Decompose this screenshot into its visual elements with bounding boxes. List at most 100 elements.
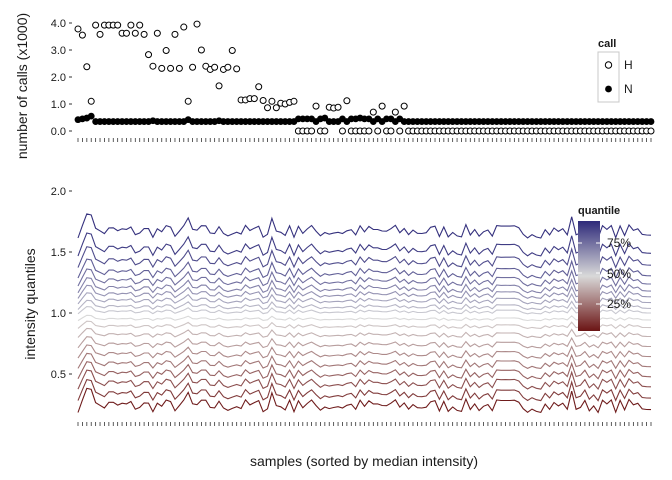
point-h	[378, 102, 386, 110]
point-h	[250, 95, 258, 103]
point-h	[131, 29, 139, 37]
quantile-legend: quantile 75% 50% 25%	[578, 205, 631, 331]
point-h	[96, 30, 104, 38]
point-h	[228, 47, 236, 55]
quantile-line	[77, 268, 652, 287]
call-legend-box	[597, 51, 620, 103]
point-h	[184, 97, 192, 105]
quantile-line	[77, 320, 652, 330]
quantiles-y-axis: 0.5 1.0 1.5 2.0	[51, 186, 72, 381]
legend-n-label: N	[624, 82, 633, 96]
point-h	[167, 64, 175, 72]
point-h	[171, 30, 179, 38]
point-h	[175, 64, 183, 72]
point-h	[272, 104, 280, 112]
call-legend: call H N	[597, 38, 633, 103]
quantile-line	[77, 378, 652, 402]
legend-h-label: H	[624, 58, 633, 72]
point-h	[369, 108, 377, 116]
quantile-line	[77, 352, 652, 370]
point-h	[162, 47, 170, 55]
point-n	[87, 112, 95, 120]
point-h	[215, 82, 223, 90]
point-h	[136, 21, 144, 29]
point-h	[158, 64, 166, 72]
point-h	[189, 63, 197, 71]
point-h	[180, 23, 188, 31]
point-n	[647, 118, 655, 125]
quantile-line	[77, 336, 652, 349]
legend-n-marker-icon	[605, 85, 612, 93]
point-h	[92, 21, 100, 29]
quantile-line	[77, 327, 652, 339]
point-h	[647, 127, 655, 135]
point-h	[255, 83, 263, 91]
point-h	[321, 127, 329, 135]
quantiles-y-axis-title: intensity quantiles	[22, 248, 38, 359]
quantiles-y-tick-label: 0.5	[51, 369, 66, 381]
point-h	[224, 63, 232, 71]
point-h	[264, 104, 272, 112]
point-h	[122, 29, 130, 37]
quantile-lines	[77, 213, 652, 414]
quantile-line	[77, 306, 652, 315]
colorbar-label-25: 25%	[607, 297, 631, 311]
quantile-line	[77, 344, 652, 359]
point-h	[233, 65, 241, 73]
quantile-legend-title: quantile	[578, 205, 620, 217]
calls-y-tick-label: 1.0	[51, 99, 66, 111]
calls-points	[74, 20, 655, 135]
point-h	[387, 127, 395, 135]
point-h	[197, 46, 205, 54]
quantile-line	[77, 299, 652, 311]
point-h	[149, 62, 157, 70]
quantile-line	[77, 246, 652, 269]
colorbar-label-75: 75%	[607, 236, 631, 250]
quantiles-y-tick-label: 1.0	[51, 308, 66, 320]
point-h	[308, 127, 316, 135]
calls-x-axis	[77, 138, 652, 142]
calls-y-tick-label: 0.0	[51, 126, 66, 138]
point-h	[153, 29, 161, 37]
point-h	[74, 25, 82, 33]
quantile-line	[77, 292, 652, 305]
calls-y-tick-label: 3.0	[51, 45, 66, 57]
quantile-line	[77, 361, 652, 380]
point-h	[83, 63, 91, 71]
point-h	[334, 103, 342, 111]
calls-y-axis: 0.0 1.0 2.0 3.0 4.0	[51, 18, 72, 138]
colorbar-label-50: 50%	[607, 267, 631, 281]
quantiles-y-tick-label: 1.5	[51, 247, 66, 259]
point-h	[268, 97, 276, 105]
quantile-line	[77, 277, 652, 294]
call-legend-title: call	[598, 38, 616, 50]
point-h	[259, 96, 267, 104]
calls-y-tick-label: 2.0	[51, 72, 66, 84]
point-h	[145, 51, 153, 59]
point-h	[400, 102, 408, 110]
quantile-line	[77, 369, 652, 391]
point-h	[374, 127, 382, 135]
point-h	[193, 20, 201, 28]
quantiles-panel: 0.5 1.0 1.5 2.0 intensity quantiles samples…	[22, 186, 652, 469]
point-h	[396, 127, 404, 135]
quantile-line	[77, 387, 652, 414]
quantiles-x-axis	[77, 422, 652, 426]
point-h	[114, 21, 122, 29]
point-h	[211, 63, 219, 71]
calls-y-axis-title: number of calls (x1000)	[14, 13, 30, 159]
quantile-line	[77, 232, 652, 258]
quantile-line	[77, 284, 652, 300]
quantile-line	[77, 258, 652, 280]
point-h	[87, 97, 95, 105]
point-h	[365, 127, 373, 135]
x-axis-title: samples (sorted by median intensity)	[250, 453, 478, 469]
quantile-colorbar	[578, 221, 600, 331]
legend-h-marker-icon	[604, 61, 613, 69]
point-h	[391, 108, 399, 116]
quantiles-y-tick-label: 2.0	[51, 186, 66, 198]
calls-y-tick-label: 4.0	[51, 18, 66, 30]
point-h	[338, 127, 346, 135]
point-h	[127, 21, 135, 29]
